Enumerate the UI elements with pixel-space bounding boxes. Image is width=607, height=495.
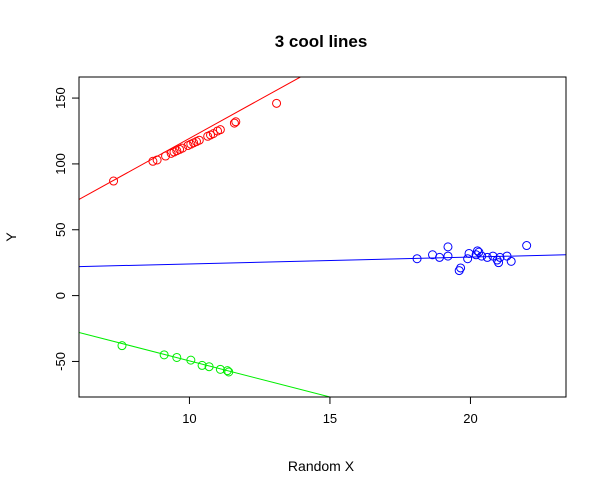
series-3-point — [197, 360, 207, 370]
series-3-point — [215, 364, 225, 374]
y-tick-label: -50 — [53, 352, 68, 371]
x-tick-label: 15 — [323, 411, 337, 426]
chart-title: 3 cool lines — [275, 32, 368, 51]
x-tick-label: 20 — [463, 411, 477, 426]
series-2-point — [443, 251, 453, 261]
y-tick-label: 0 — [53, 292, 68, 299]
series-2-point — [492, 255, 502, 265]
series-1-point — [161, 151, 171, 161]
series-2-point — [435, 252, 445, 262]
y-tick-label: 50 — [53, 223, 68, 237]
series-2-point — [443, 242, 453, 252]
series-1-point — [148, 156, 158, 166]
series-2-point — [482, 252, 492, 262]
series-1-point — [215, 125, 225, 135]
series-3-point — [204, 362, 214, 372]
series-2-point — [522, 241, 532, 251]
series-1-fit-line — [79, 77, 301, 200]
series-2-point — [464, 248, 474, 258]
series-2-point — [454, 266, 464, 276]
series-3-point — [224, 367, 234, 377]
series-1-point — [194, 135, 204, 145]
series-2-fit-line — [79, 254, 566, 268]
series-3-point — [186, 355, 196, 365]
series-1-point — [272, 98, 282, 108]
series-1-point — [229, 118, 239, 128]
series-3-point — [222, 366, 232, 376]
x-tick-label: 10 — [182, 411, 196, 426]
series-3-point — [117, 341, 127, 351]
y-axis-label: Y — [3, 232, 19, 242]
series-1-point — [177, 143, 187, 153]
series-2-point — [477, 251, 487, 261]
fit-lines — [79, 77, 566, 397]
series-2-point — [494, 258, 504, 268]
series-3-fit-line — [79, 331, 331, 397]
series-1-point — [109, 176, 119, 186]
series-3-point — [159, 350, 169, 360]
series-2-point — [412, 254, 422, 264]
series-2-point — [471, 250, 481, 260]
series-1-point — [152, 155, 162, 165]
series-2-point — [456, 263, 466, 273]
x-axis-label: Random X — [288, 458, 355, 474]
series-2-point — [463, 254, 473, 264]
series-1-point — [231, 117, 241, 127]
axes: 10 15 20 -50 0 50 100 150 — [53, 87, 478, 426]
data-points — [109, 98, 532, 377]
y-tick-label: 150 — [53, 87, 68, 109]
y-tick-label: 100 — [53, 153, 68, 175]
series-2-point — [506, 256, 516, 266]
series-2-point — [495, 252, 505, 262]
series-3-point — [172, 352, 182, 362]
plot-frame — [78, 76, 567, 398]
